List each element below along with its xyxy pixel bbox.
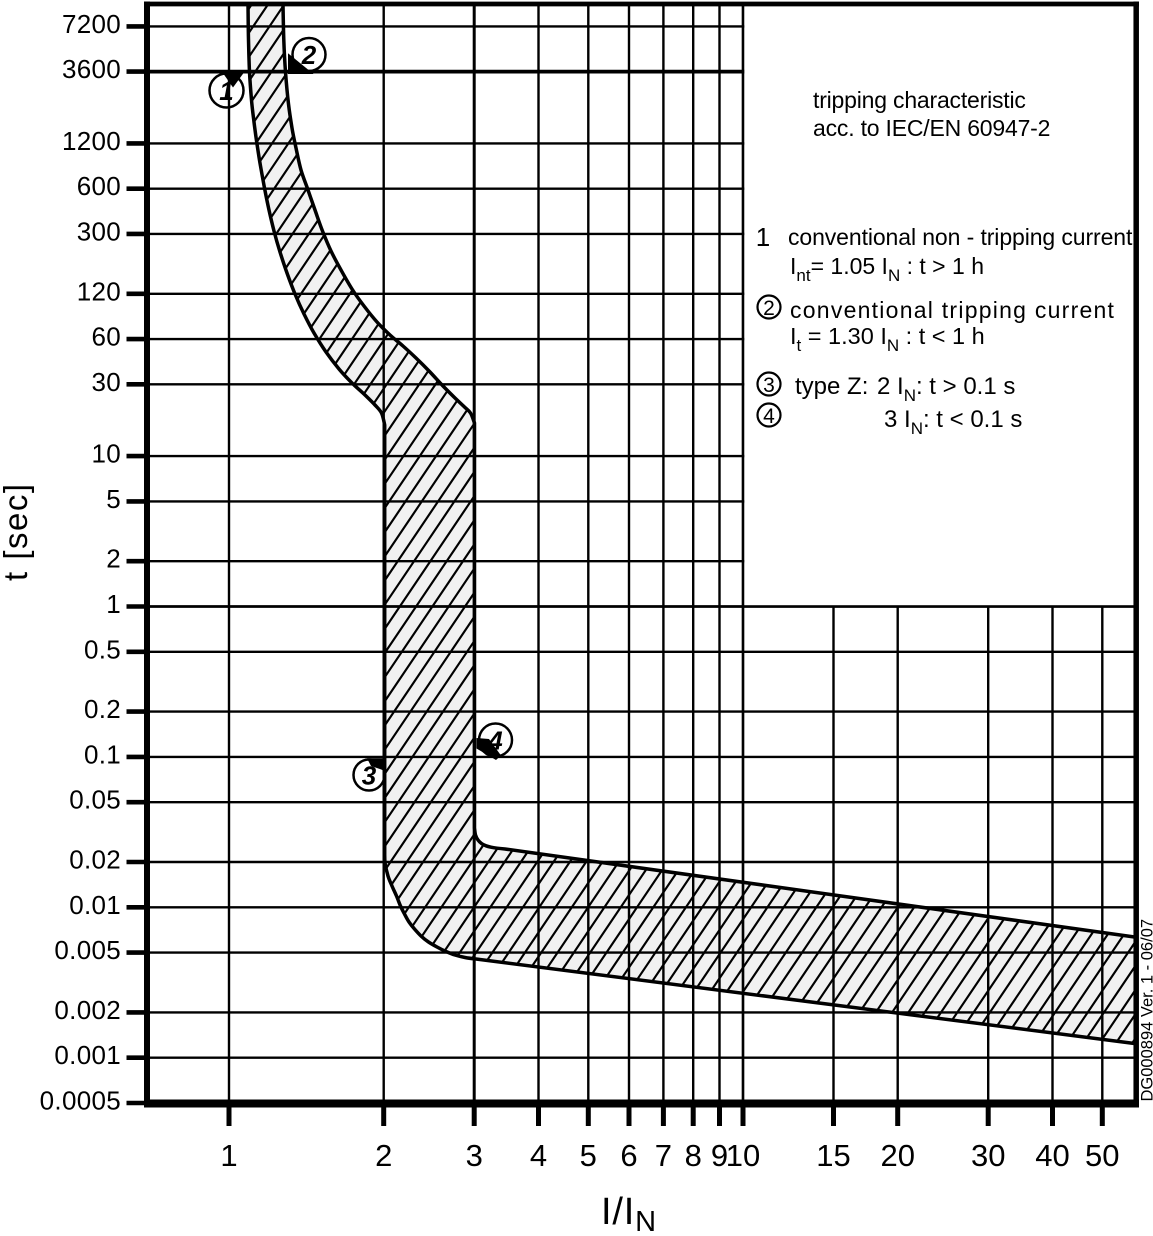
svg-text:0.001: 0.001 [54, 1040, 121, 1070]
svg-text:120: 120 [77, 276, 121, 306]
svg-text:6: 6 [620, 1138, 637, 1173]
svg-text:50: 50 [1085, 1138, 1119, 1173]
svg-text:conventional tripping current: conventional tripping current [790, 297, 1115, 323]
svg-text:0.002: 0.002 [54, 995, 121, 1025]
svg-text:600: 600 [77, 171, 121, 201]
svg-text:20: 20 [880, 1138, 914, 1173]
svg-text:0.05: 0.05 [69, 785, 121, 815]
svg-text:30: 30 [971, 1138, 1005, 1173]
svg-text:1: 1 [756, 222, 770, 252]
svg-text:2: 2 [763, 297, 775, 320]
svg-text:0.01: 0.01 [69, 890, 121, 920]
svg-text:t [sec]: t [sec] [0, 482, 34, 581]
svg-text:5: 5 [580, 1138, 597, 1173]
svg-text:30: 30 [91, 367, 121, 397]
svg-text:3: 3 [466, 1138, 483, 1173]
svg-text:0.005: 0.005 [54, 935, 121, 965]
svg-text:4: 4 [763, 405, 775, 428]
svg-text:0.0005: 0.0005 [40, 1086, 121, 1116]
svg-text:tripping characteristic: tripping characteristic [813, 87, 1026, 113]
svg-text:2: 2 [375, 1138, 392, 1173]
svg-text:0.02: 0.02 [69, 845, 121, 875]
svg-text:60: 60 [91, 322, 121, 352]
svg-text:7200: 7200 [62, 9, 121, 39]
svg-text:1200: 1200 [62, 126, 121, 156]
svg-text:DG000894 Ver. 1 - 06/07: DG000894 Ver. 1 - 06/07 [1139, 919, 1153, 1102]
svg-text:2: 2 [301, 40, 317, 70]
svg-text:4: 4 [530, 1138, 547, 1173]
svg-text:conventional non - tripping cu: conventional non - tripping current [788, 224, 1133, 250]
svg-text:5: 5 [106, 484, 121, 514]
svg-text:acc. to IEC/EN 60947-2: acc. to IEC/EN 60947-2 [813, 115, 1050, 141]
svg-text:3600: 3600 [62, 54, 121, 84]
svg-text:0.1: 0.1 [84, 739, 121, 769]
svg-text:type Z:: type Z: [795, 373, 868, 400]
svg-text:1: 1 [106, 589, 121, 619]
svg-text:1: 1 [220, 1138, 237, 1173]
svg-text:0.2: 0.2 [84, 694, 121, 724]
svg-text:40: 40 [1035, 1138, 1069, 1173]
svg-text:10: 10 [91, 439, 121, 469]
svg-text:15: 15 [816, 1138, 850, 1173]
svg-text:0.5: 0.5 [84, 634, 121, 664]
svg-text:300: 300 [77, 216, 121, 246]
svg-text:3: 3 [763, 374, 775, 397]
svg-text:8: 8 [685, 1138, 702, 1173]
svg-text:7: 7 [655, 1138, 672, 1173]
svg-text:10: 10 [726, 1138, 760, 1173]
svg-text:2: 2 [106, 544, 121, 574]
